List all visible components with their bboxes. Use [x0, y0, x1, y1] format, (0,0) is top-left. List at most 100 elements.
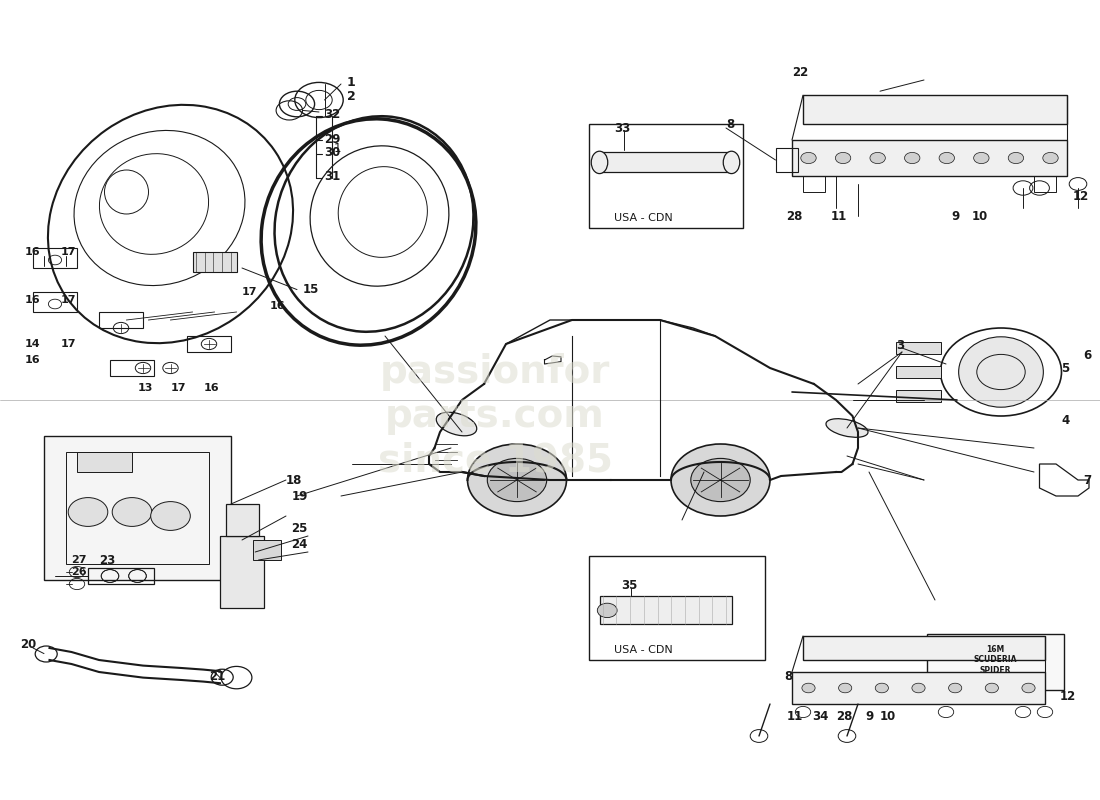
Text: 16: 16	[270, 301, 285, 310]
Circle shape	[601, 157, 620, 171]
Circle shape	[68, 498, 108, 526]
Text: 13: 13	[138, 383, 153, 393]
Circle shape	[1009, 152, 1024, 164]
Text: 1: 1	[333, 142, 341, 154]
Text: 7: 7	[1084, 474, 1091, 486]
FancyBboxPatch shape	[253, 540, 280, 560]
Ellipse shape	[592, 151, 607, 174]
Text: 10: 10	[880, 710, 896, 722]
Text: 32: 32	[324, 108, 341, 121]
Text: USA - CDN: USA - CDN	[614, 214, 672, 223]
FancyBboxPatch shape	[896, 366, 940, 378]
Text: 16: 16	[24, 247, 40, 257]
Text: 14: 14	[24, 339, 40, 349]
FancyBboxPatch shape	[792, 672, 1045, 704]
Text: 16: 16	[204, 383, 219, 393]
Text: 22: 22	[792, 66, 808, 78]
FancyBboxPatch shape	[77, 452, 132, 472]
Text: 8: 8	[784, 670, 792, 682]
Text: 30: 30	[324, 146, 341, 158]
Text: 12: 12	[1059, 690, 1076, 702]
Text: 16M
SCUDERIA
SPIDER: 16M SCUDERIA SPIDER	[974, 645, 1018, 675]
Circle shape	[691, 458, 750, 502]
FancyBboxPatch shape	[44, 436, 231, 580]
Text: 5: 5	[1062, 362, 1069, 374]
Circle shape	[986, 683, 999, 693]
Text: 31: 31	[324, 170, 341, 183]
Text: USA - CDN: USA - CDN	[614, 645, 672, 654]
Text: 29: 29	[324, 133, 341, 146]
Ellipse shape	[437, 412, 476, 436]
Circle shape	[870, 152, 886, 164]
Text: 16: 16	[24, 355, 40, 365]
Ellipse shape	[724, 151, 739, 174]
Text: 17: 17	[242, 287, 257, 297]
Text: passionfor
parts.com
since 1985: passionfor parts.com since 1985	[377, 353, 613, 479]
Text: 35: 35	[621, 579, 638, 592]
FancyBboxPatch shape	[927, 634, 1064, 690]
Text: 6: 6	[1084, 349, 1091, 362]
Circle shape	[802, 683, 815, 693]
FancyBboxPatch shape	[600, 596, 732, 624]
Circle shape	[1043, 152, 1058, 164]
Circle shape	[711, 157, 730, 171]
Text: 34: 34	[812, 710, 828, 722]
Text: 11: 11	[830, 210, 847, 222]
FancyBboxPatch shape	[226, 504, 258, 536]
Text: 17: 17	[60, 295, 76, 305]
Circle shape	[912, 683, 925, 693]
Circle shape	[948, 683, 961, 693]
Text: 26: 26	[72, 567, 87, 577]
Circle shape	[487, 458, 547, 502]
Circle shape	[801, 152, 816, 164]
Text: 20: 20	[20, 638, 36, 650]
FancyBboxPatch shape	[792, 140, 1067, 176]
Circle shape	[656, 157, 675, 171]
Text: 15: 15	[302, 283, 319, 296]
FancyBboxPatch shape	[600, 152, 732, 172]
Circle shape	[597, 603, 617, 618]
Circle shape	[1022, 683, 1035, 693]
Ellipse shape	[958, 337, 1043, 407]
Text: 1: 1	[346, 76, 355, 89]
Text: 3: 3	[896, 339, 904, 352]
Text: 2: 2	[346, 90, 355, 102]
Circle shape	[939, 152, 955, 164]
FancyBboxPatch shape	[803, 95, 1067, 124]
Circle shape	[151, 502, 190, 530]
Ellipse shape	[826, 418, 868, 438]
Text: 10: 10	[971, 210, 988, 222]
Text: 27: 27	[72, 555, 87, 565]
FancyBboxPatch shape	[803, 636, 1045, 660]
Text: 12: 12	[1072, 190, 1089, 202]
FancyBboxPatch shape	[896, 390, 940, 402]
Circle shape	[671, 444, 770, 516]
Text: 28: 28	[786, 210, 803, 222]
FancyBboxPatch shape	[220, 536, 264, 608]
Text: 25: 25	[292, 522, 308, 534]
FancyBboxPatch shape	[192, 252, 236, 272]
Text: 19: 19	[292, 490, 308, 502]
Text: 17: 17	[60, 247, 76, 257]
Text: 33: 33	[614, 122, 630, 134]
Circle shape	[904, 152, 920, 164]
Circle shape	[838, 683, 851, 693]
Circle shape	[835, 152, 850, 164]
Text: 28: 28	[836, 710, 852, 722]
Text: 24: 24	[292, 538, 308, 550]
Text: 8: 8	[726, 118, 735, 130]
Text: 16: 16	[24, 295, 40, 305]
Text: 23: 23	[99, 554, 116, 566]
Circle shape	[112, 498, 152, 526]
Circle shape	[974, 152, 989, 164]
Text: 9: 9	[866, 710, 874, 722]
Text: 18: 18	[286, 474, 302, 486]
Circle shape	[876, 683, 889, 693]
Text: 17: 17	[60, 339, 76, 349]
Circle shape	[468, 444, 566, 516]
FancyBboxPatch shape	[896, 342, 940, 354]
Text: 17: 17	[170, 383, 186, 393]
Text: 21: 21	[209, 670, 226, 682]
Text: 11: 11	[786, 710, 803, 722]
Text: 9: 9	[952, 210, 959, 222]
